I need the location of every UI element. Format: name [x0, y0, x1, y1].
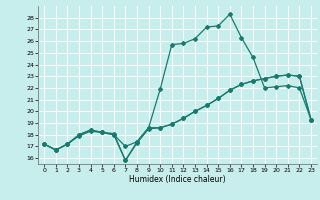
X-axis label: Humidex (Indice chaleur): Humidex (Indice chaleur) [129, 175, 226, 184]
